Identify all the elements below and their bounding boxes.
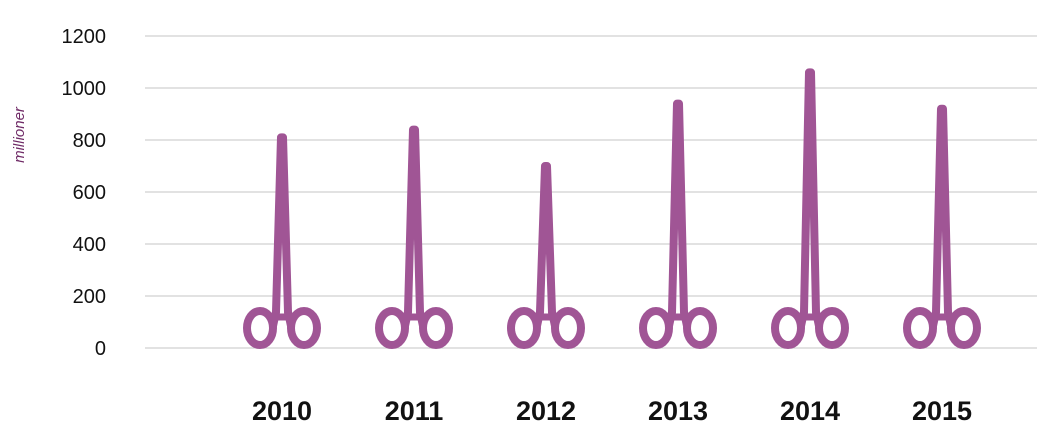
x-category-label: 2014 <box>780 396 840 426</box>
y-tick-label: 0 <box>95 338 106 360</box>
scissors-blade <box>536 162 556 316</box>
y-tick-label: 200 <box>73 286 106 308</box>
scissors-handle <box>287 307 321 349</box>
scissors-handle <box>815 307 849 349</box>
scissors-handle <box>551 307 585 349</box>
y-tick-label: 600 <box>73 182 106 204</box>
x-category-label: 2012 <box>516 396 576 426</box>
data-marks <box>243 68 981 349</box>
y-tick-label: 1200 <box>62 26 107 48</box>
scissors-handle <box>639 307 673 349</box>
scissors-mark <box>771 68 849 349</box>
scissors-handle <box>771 307 805 349</box>
scissors-mark <box>639 99 717 349</box>
scissors-mark <box>375 125 453 349</box>
x-category-label: 2010 <box>252 396 312 426</box>
scissors-handle <box>375 307 409 349</box>
x-category-label: 2015 <box>912 396 972 426</box>
scissors-blade <box>404 125 424 316</box>
x-category-label: 2011 <box>385 396 444 426</box>
scissors-handle <box>903 307 937 349</box>
scissors-mark <box>903 104 981 349</box>
scissors-blade <box>668 99 688 316</box>
scissors-handle <box>947 307 981 349</box>
x-category-label: 2013 <box>648 396 708 426</box>
scissors-mark <box>243 133 321 349</box>
y-tick-label: 400 <box>73 234 106 256</box>
scissors-mark <box>507 162 585 349</box>
y-axis-ticks: 0 200 400 600 800 1000 1200 <box>62 26 107 360</box>
y-tick-label: 1000 <box>62 78 107 100</box>
scissors-blade <box>272 133 292 316</box>
scissors-blade <box>800 68 820 316</box>
scissors-blade <box>932 104 952 316</box>
scissors-handle <box>243 307 277 349</box>
y-axis-label: millioner <box>11 106 28 163</box>
scissors-handle <box>507 307 541 349</box>
x-axis-labels: 2010 2011 2012 2013 2014 2015 <box>252 396 972 426</box>
scissors-handle <box>419 307 453 349</box>
y-tick-label: 800 <box>73 130 106 152</box>
scissors-handle <box>683 307 717 349</box>
gridlines <box>145 35 1037 349</box>
